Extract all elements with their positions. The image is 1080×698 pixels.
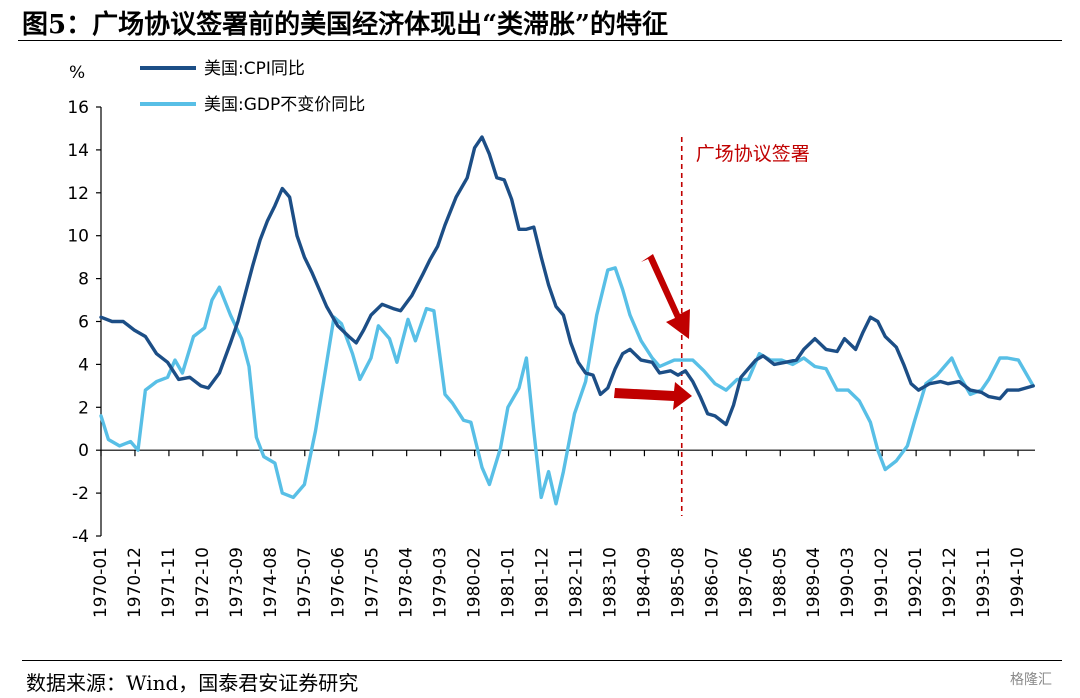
- y-tick-label: 4: [78, 355, 89, 375]
- x-tick-label: 1976-06: [329, 547, 349, 618]
- plaza-accord-label: 广场协议签署: [696, 143, 810, 165]
- x-tick-label: 1989-04: [804, 547, 824, 618]
- y-tick-label: 10: [67, 227, 89, 247]
- x-tick-label: 1971-11: [159, 547, 179, 618]
- page-title: 图5：广场协议签署前的美国经济体现出“类滞胀”的特征: [22, 10, 669, 40]
- y-tick-label: 0: [78, 441, 89, 461]
- y-tick-label: -4: [72, 527, 89, 547]
- x-tick-label: 1987-06: [736, 547, 756, 618]
- source-note: 数据来源：Wind，国泰君安证券研究: [26, 671, 359, 695]
- cpi-series-line: [99, 135, 1035, 427]
- arrow-shape: [641, 254, 690, 339]
- x-tick-label: 1990-03: [838, 547, 858, 618]
- x-tick-label: 1981-01: [499, 547, 519, 618]
- x-tick-label: 1977-05: [363, 547, 383, 618]
- x-tick-label: 1986-07: [702, 547, 722, 618]
- x-tick-label: 1979-03: [431, 547, 451, 618]
- x-tick-label: 1974-08: [261, 547, 281, 618]
- x-tick-label: 1982-11: [566, 547, 586, 618]
- legend-label-cpi: 美国:CPI同比: [204, 59, 305, 79]
- gdp-series-line: [99, 266, 1035, 506]
- x-tick-label: 1973-09: [227, 547, 247, 618]
- x-tick-label: 1991-02: [872, 547, 892, 618]
- y-tick-label: 6: [78, 313, 89, 333]
- y-tick-label: 14: [67, 141, 89, 161]
- x-tick-label: 1980-02: [465, 547, 485, 618]
- y-tick-label: 12: [67, 184, 89, 204]
- down-arrow-gdp: [641, 254, 690, 339]
- x-tick-label: 1975-07: [295, 547, 315, 618]
- x-tick-label: 1983-10: [600, 547, 620, 618]
- x-tick-label: 1992-01: [906, 547, 926, 618]
- x-tick-label: 1985-08: [668, 547, 688, 618]
- x-tick-label: 1988-05: [770, 547, 790, 618]
- x-tick-label: 1984-09: [634, 547, 654, 618]
- x-tick-label: 1994-10: [1008, 547, 1028, 618]
- y-tick-label: 2: [78, 398, 89, 418]
- x-tick-label: 1972-10: [193, 547, 213, 618]
- y-tick-label: 16: [67, 98, 89, 118]
- footer: 数据来源：Wind，国泰君安证券研究 格隆汇: [22, 660, 1062, 697]
- x-tick-label: 1978-04: [397, 547, 417, 618]
- arrow-shape: [614, 382, 692, 410]
- title-bar: 图5：广场协议签署前的美国经济体现出“类滞胀”的特征: [18, 0, 1062, 41]
- right-arrow-cpi: [614, 382, 692, 410]
- y-tick-label: -2: [72, 484, 89, 504]
- x-tick-label: 1993-11: [974, 547, 994, 618]
- legend-label-gdp: 美国:GDP不变价同比: [204, 95, 365, 115]
- x-tick-label: 1970-12: [125, 547, 145, 618]
- x-tick-label: 1992-12: [940, 547, 960, 618]
- y-unit-label: %: [69, 63, 85, 83]
- x-tick-label: 1970-01: [91, 547, 111, 618]
- line-chart: 16 14 12 10 8 6 4 2 0 -2 -4% 1970-01 1970-12 1971-11 1…: [67, 59, 1035, 618]
- y-tick-label: 8: [78, 270, 89, 290]
- x-tick-label: 1981-12: [533, 547, 553, 618]
- watermark-logo: 格隆汇: [1010, 672, 1052, 688]
